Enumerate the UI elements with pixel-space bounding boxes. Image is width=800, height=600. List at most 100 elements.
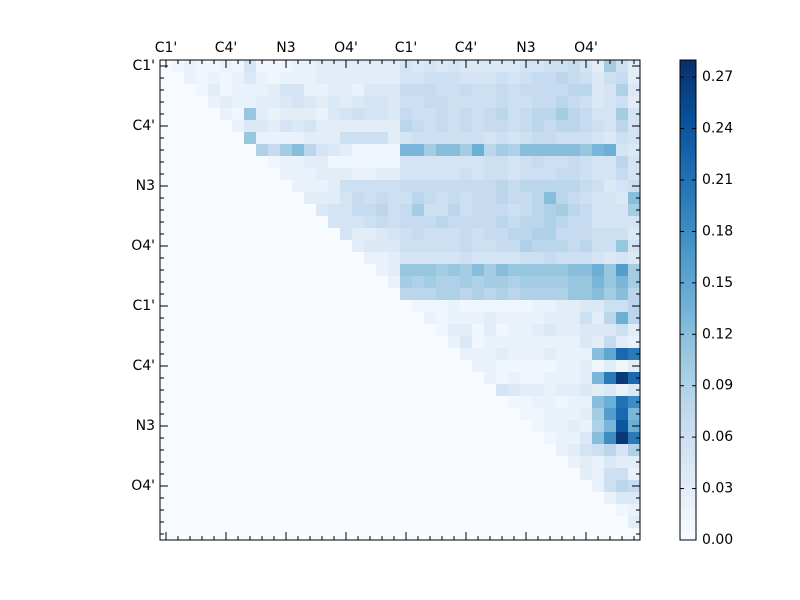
heatmap-cell	[256, 312, 269, 325]
heatmap-cell	[520, 420, 533, 433]
heatmap-cell	[376, 516, 389, 529]
heatmap-cell	[448, 72, 461, 85]
heatmap-cell	[340, 216, 353, 229]
heatmap-cell	[184, 528, 197, 541]
heatmap-cell	[412, 120, 425, 133]
heatmap-cell	[352, 312, 365, 325]
heatmap-cell	[568, 180, 581, 193]
heatmap-cell	[616, 204, 629, 217]
heatmap-cell	[448, 336, 461, 349]
heatmap-cell	[448, 360, 461, 373]
heatmap-cell	[604, 252, 617, 265]
colorbar-tick-label: 0.27	[702, 69, 733, 85]
heatmap-cell	[508, 516, 521, 529]
heatmap-cell	[424, 192, 437, 205]
heatmap-cell	[436, 72, 449, 85]
heatmap-cell	[400, 144, 413, 157]
heatmap-cell	[412, 420, 425, 433]
heatmap-cell	[244, 312, 257, 325]
heatmap-cell	[424, 372, 437, 385]
heatmap-cell	[376, 72, 389, 85]
heatmap-cell	[556, 204, 569, 217]
heatmap-cell	[520, 168, 533, 181]
heatmap-cell	[340, 180, 353, 193]
heatmap-cell	[268, 144, 281, 157]
heatmap-cell	[208, 324, 221, 337]
heatmap-cell	[556, 240, 569, 253]
heatmap-cell	[544, 384, 557, 397]
heatmap-cell	[400, 156, 413, 169]
heatmap-cell	[364, 156, 377, 169]
heatmap-cell	[484, 444, 497, 457]
heatmap-cell	[568, 144, 581, 157]
heatmap-cell	[520, 132, 533, 145]
heatmap-cell	[436, 456, 449, 469]
heatmap-cell	[208, 480, 221, 493]
heatmap-cell	[160, 108, 173, 121]
heatmap-cell	[208, 252, 221, 265]
heatmap-cell	[400, 288, 413, 301]
heatmap-cell	[616, 492, 629, 505]
heatmap-cell	[496, 468, 509, 481]
colorbar-tick-label: 0.12	[702, 326, 733, 342]
heatmap-cell	[460, 120, 473, 133]
heatmap-cell	[328, 192, 341, 205]
heatmap-cell	[376, 252, 389, 265]
heatmap-cell	[448, 468, 461, 481]
heatmap-cell	[520, 324, 533, 337]
heatmap-cell	[496, 240, 509, 253]
heatmap-cell	[592, 228, 605, 241]
heatmap-cell	[592, 96, 605, 109]
heatmap-cell	[376, 156, 389, 169]
heatmap-cell	[196, 516, 209, 529]
heatmap-cell	[628, 336, 641, 349]
heatmap-cell	[616, 528, 629, 541]
heatmap-cell	[160, 468, 173, 481]
heatmap-cell	[412, 264, 425, 277]
heatmap-cell	[232, 240, 245, 253]
heatmap-cell	[160, 96, 173, 109]
heatmap-cell	[256, 492, 269, 505]
heatmap-cell	[388, 264, 401, 277]
heatmap-cell	[448, 192, 461, 205]
heatmap-cell	[424, 108, 437, 121]
heatmap-cell	[460, 372, 473, 385]
heatmap-cell	[604, 168, 617, 181]
x-tick-label: C1'	[155, 40, 178, 56]
heatmap-cell	[616, 156, 629, 169]
heatmap-cell	[616, 372, 629, 385]
heatmap-cell	[304, 192, 317, 205]
heatmap-cell	[544, 72, 557, 85]
heatmap-cell	[568, 108, 581, 121]
heatmap-cell	[220, 120, 233, 133]
heatmap-cell	[412, 480, 425, 493]
heatmap-cell	[460, 276, 473, 289]
heatmap-cell	[340, 348, 353, 361]
heatmap-cell	[196, 300, 209, 313]
heatmap-cell	[580, 108, 593, 121]
heatmap-cell	[184, 468, 197, 481]
heatmap-cell	[604, 192, 617, 205]
heatmap-cell	[508, 240, 521, 253]
heatmap-cell	[532, 156, 545, 169]
heatmap-cell	[184, 72, 197, 85]
heatmap-cell	[532, 264, 545, 277]
heatmap-cell	[208, 120, 221, 133]
heatmap-cell	[424, 516, 437, 529]
heatmap-cell	[376, 276, 389, 289]
heatmap-cell	[376, 240, 389, 253]
heatmap-cell	[196, 360, 209, 373]
heatmap-cell	[400, 444, 413, 457]
heatmap-cell	[220, 72, 233, 85]
heatmap-cell	[376, 420, 389, 433]
heatmap-cell	[292, 336, 305, 349]
heatmap-cell	[520, 432, 533, 445]
heatmap-cell	[520, 228, 533, 241]
heatmap-cell	[496, 456, 509, 469]
heatmap-cell	[352, 324, 365, 337]
heatmap-cell	[376, 480, 389, 493]
heatmap-cell	[448, 180, 461, 193]
heatmap-cell	[616, 108, 629, 121]
heatmap-cell	[256, 72, 269, 85]
heatmap-cell	[244, 372, 257, 385]
